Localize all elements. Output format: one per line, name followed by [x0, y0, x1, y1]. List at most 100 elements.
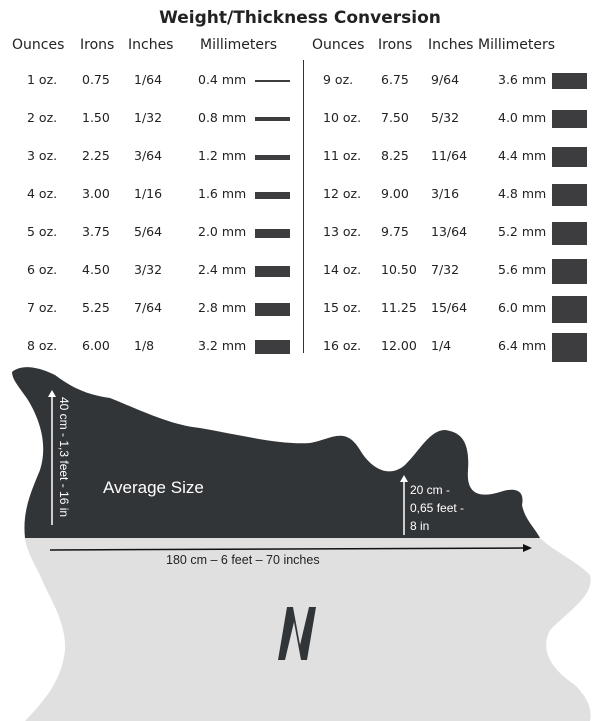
page-title: Weight/Thickness Conversion: [159, 8, 441, 28]
logo-icon: [278, 607, 316, 660]
header-inches: Inches: [428, 37, 474, 53]
cell-inches: 1/32: [134, 110, 163, 125]
cell-irons: 6.00: [82, 338, 110, 353]
cell-inches: 1/64: [134, 72, 163, 87]
cell-mm: 2.0 mm: [198, 224, 247, 239]
cell-irons: 0.75: [82, 72, 110, 87]
cell-inches: 13/64: [431, 224, 468, 239]
cell-irons: 10.50: [381, 262, 417, 277]
small-height-label-2: 0,65 feet -: [410, 501, 465, 515]
cell-mm: 0.8 mm: [198, 110, 247, 125]
cell-mm: 5.6 mm: [498, 262, 547, 277]
cell-inches: 3/16: [431, 186, 460, 201]
length-arrow-head: [523, 544, 532, 552]
thickness-bar: [552, 332, 587, 362]
cell-mm: 4.8 mm: [498, 186, 547, 201]
thickness-bar: [255, 340, 290, 354]
height-label: 40 cm - 1,3 feet - 16 in: [57, 397, 71, 518]
cell-oz: 15 oz.: [323, 300, 362, 315]
cell-irons: 5.25: [82, 300, 110, 315]
cell-inches: 1/8: [134, 338, 155, 353]
thickness-bar: [255, 154, 290, 160]
cell-mm: 0.4 mm: [198, 72, 247, 87]
cell-mm: 1.6 mm: [198, 186, 247, 201]
cell-oz: 12 oz.: [323, 186, 362, 201]
header-millimeters: Millimeters: [200, 37, 278, 53]
cell-irons: 9.00: [381, 186, 409, 201]
cell-irons: 9.75: [381, 224, 409, 239]
cell-oz: 9 oz.: [323, 72, 354, 87]
cell-oz: 6 oz.: [27, 262, 58, 277]
cell-inches: 11/64: [431, 148, 468, 163]
cell-irons: 7.50: [381, 110, 409, 125]
cell-mm: 6.0 mm: [498, 300, 547, 315]
cell-inches: 15/64: [431, 300, 468, 315]
cell-irons: 3.00: [82, 186, 110, 201]
cell-inches: 5/64: [134, 224, 163, 239]
header-millimeters: Millimeters: [478, 37, 556, 53]
cell-mm: 2.8 mm: [198, 300, 247, 315]
cell-inches: 3/32: [134, 262, 163, 277]
header-inches: Inches: [128, 37, 174, 53]
thickness-bar: [255, 302, 290, 316]
cell-irons: 4.50: [82, 262, 110, 277]
thickness-bar: [255, 80, 290, 82]
thickness-bar: [552, 295, 587, 323]
cell-oz: 3 oz.: [27, 148, 58, 163]
thickness-bar: [552, 258, 587, 284]
thickness-bar: [552, 73, 587, 89]
cell-oz: 11 oz.: [323, 148, 362, 163]
cell-mm: 4.0 mm: [498, 110, 547, 125]
cell-irons: 2.25: [82, 148, 110, 163]
cell-mm: 3.2 mm: [198, 338, 247, 353]
header-ounces: Ounces: [12, 37, 65, 53]
thickness-bar: [552, 184, 587, 206]
thickness-bar: [552, 110, 587, 128]
cell-irons: 3.75: [82, 224, 110, 239]
thickness-bar: [255, 228, 290, 238]
cell-inches: 1/16: [134, 186, 163, 201]
small-height-arrow-head: [400, 475, 408, 482]
thickness-bar: [255, 191, 290, 199]
cell-oz: 2 oz.: [27, 110, 58, 125]
cell-oz: 16 oz.: [323, 338, 362, 353]
cell-irons: 1.50: [82, 110, 110, 125]
thickness-bar: [552, 147, 587, 167]
length-arrow: [49, 547, 526, 551]
header-irons: Irons: [80, 37, 115, 53]
cell-irons: 6.75: [381, 72, 409, 87]
cell-inches: 9/64: [431, 72, 460, 87]
cell-oz: 7 oz.: [27, 300, 58, 315]
thickness-bar: [552, 221, 587, 245]
header-ounces: Ounces: [312, 37, 365, 53]
cell-oz: 5 oz.: [27, 224, 58, 239]
cell-mm: 6.4 mm: [498, 338, 547, 353]
cell-mm: 4.4 mm: [498, 148, 547, 163]
cell-oz: 13 oz.: [323, 224, 362, 239]
cell-oz: 8 oz.: [27, 338, 58, 353]
thickness-bar: [255, 117, 290, 121]
cell-inches: 7/32: [431, 262, 460, 277]
cell-inches: 1/4: [431, 338, 452, 353]
average-size-label: Average Size: [103, 478, 204, 497]
column-divider: [303, 60, 304, 353]
cell-inches: 3/64: [134, 148, 163, 163]
cell-mm: 3.6 mm: [498, 72, 547, 87]
cell-oz: 14 oz.: [323, 262, 362, 277]
length-label: 180 cm – 6 feet – 70 inches: [166, 553, 320, 567]
small-height-label-3: 8 in: [410, 519, 430, 533]
cell-oz: 10 oz.: [323, 110, 362, 125]
cell-mm: 1.2 mm: [198, 148, 247, 163]
height-arrow-head: [48, 390, 56, 397]
cell-oz: 4 oz.: [27, 186, 58, 201]
cell-mm: 2.4 mm: [198, 262, 247, 277]
cell-inches: 5/32: [431, 110, 460, 125]
small-height-label-1: 20 cm -: [410, 483, 451, 497]
cell-irons: 11.25: [381, 300, 417, 315]
thickness-bar: [255, 265, 290, 277]
cell-mm: 5.2 mm: [498, 224, 547, 239]
hide-dark-shape: [12, 367, 540, 538]
header-irons: Irons: [378, 37, 413, 53]
